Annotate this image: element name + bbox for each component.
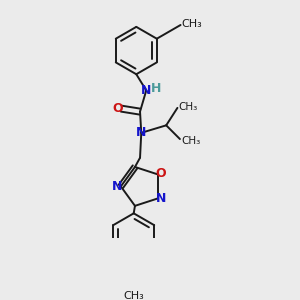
Text: CH₃: CH₃ bbox=[179, 102, 198, 112]
Text: N: N bbox=[156, 192, 167, 205]
Text: O: O bbox=[156, 167, 167, 180]
Text: CH₃: CH₃ bbox=[123, 291, 144, 300]
Text: CH₃: CH₃ bbox=[182, 19, 202, 29]
Text: H: H bbox=[151, 82, 161, 95]
Text: O: O bbox=[112, 102, 123, 115]
Text: CH₃: CH₃ bbox=[181, 136, 200, 146]
Text: N: N bbox=[112, 180, 122, 193]
Text: N: N bbox=[136, 126, 146, 139]
Text: N: N bbox=[141, 84, 152, 97]
